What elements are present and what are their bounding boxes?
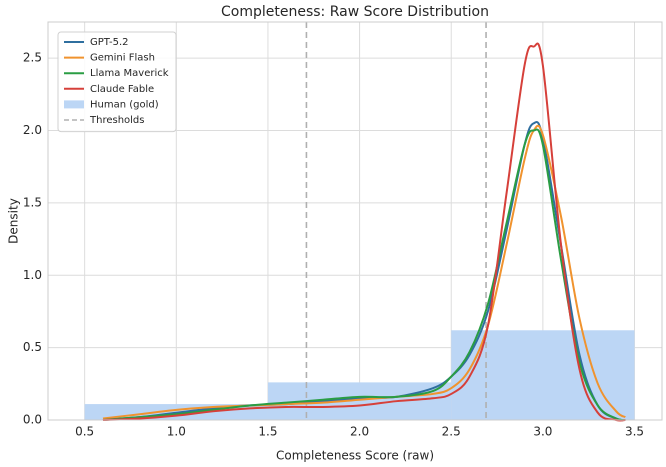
- y-tick-label: 1.0: [23, 268, 42, 282]
- legend: GPT-5.2 Gemini Flash Llama Maverick Claude …: [57, 31, 177, 133]
- x-tick-label: 3.5: [625, 425, 644, 439]
- x-tick-label: 1.0: [167, 425, 186, 439]
- legend-label: Thresholds: [89, 115, 145, 126]
- histogram-bar: [451, 330, 635, 420]
- legend-label: Human (gold): [90, 99, 159, 110]
- legend-swatch: [64, 100, 84, 109]
- x-tick-label: 0.5: [75, 425, 94, 439]
- y-tick-label: 0.5: [23, 340, 42, 354]
- y-tick-label: 2.0: [23, 123, 42, 137]
- kde-line: [102, 42, 626, 422]
- y-tick-label: 0.0: [23, 413, 42, 427]
- plot-frame: [47, 21, 663, 421]
- y-axis-label: Density: [7, 198, 21, 244]
- y-tick-label: 2.5: [23, 51, 42, 65]
- legend-label: Gemini Flash: [90, 53, 155, 64]
- chart-title: Completeness: Raw Score Distribution: [221, 4, 489, 20]
- y-tick-label: 1.5: [23, 195, 42, 209]
- legend-box: [57, 31, 177, 133]
- legend-label: GPT-5.2: [90, 37, 128, 48]
- x-tick-label: 1.5: [258, 425, 277, 439]
- legend-label: Llama Maverick: [90, 68, 169, 79]
- x-tick-label: 2.0: [350, 425, 369, 439]
- x-axis-label: Completeness Score (raw): [276, 449, 434, 463]
- legend-label: Claude Fable: [90, 84, 154, 95]
- x-tick-label: 2.5: [442, 425, 461, 439]
- x-tick-label: 3.0: [533, 425, 552, 439]
